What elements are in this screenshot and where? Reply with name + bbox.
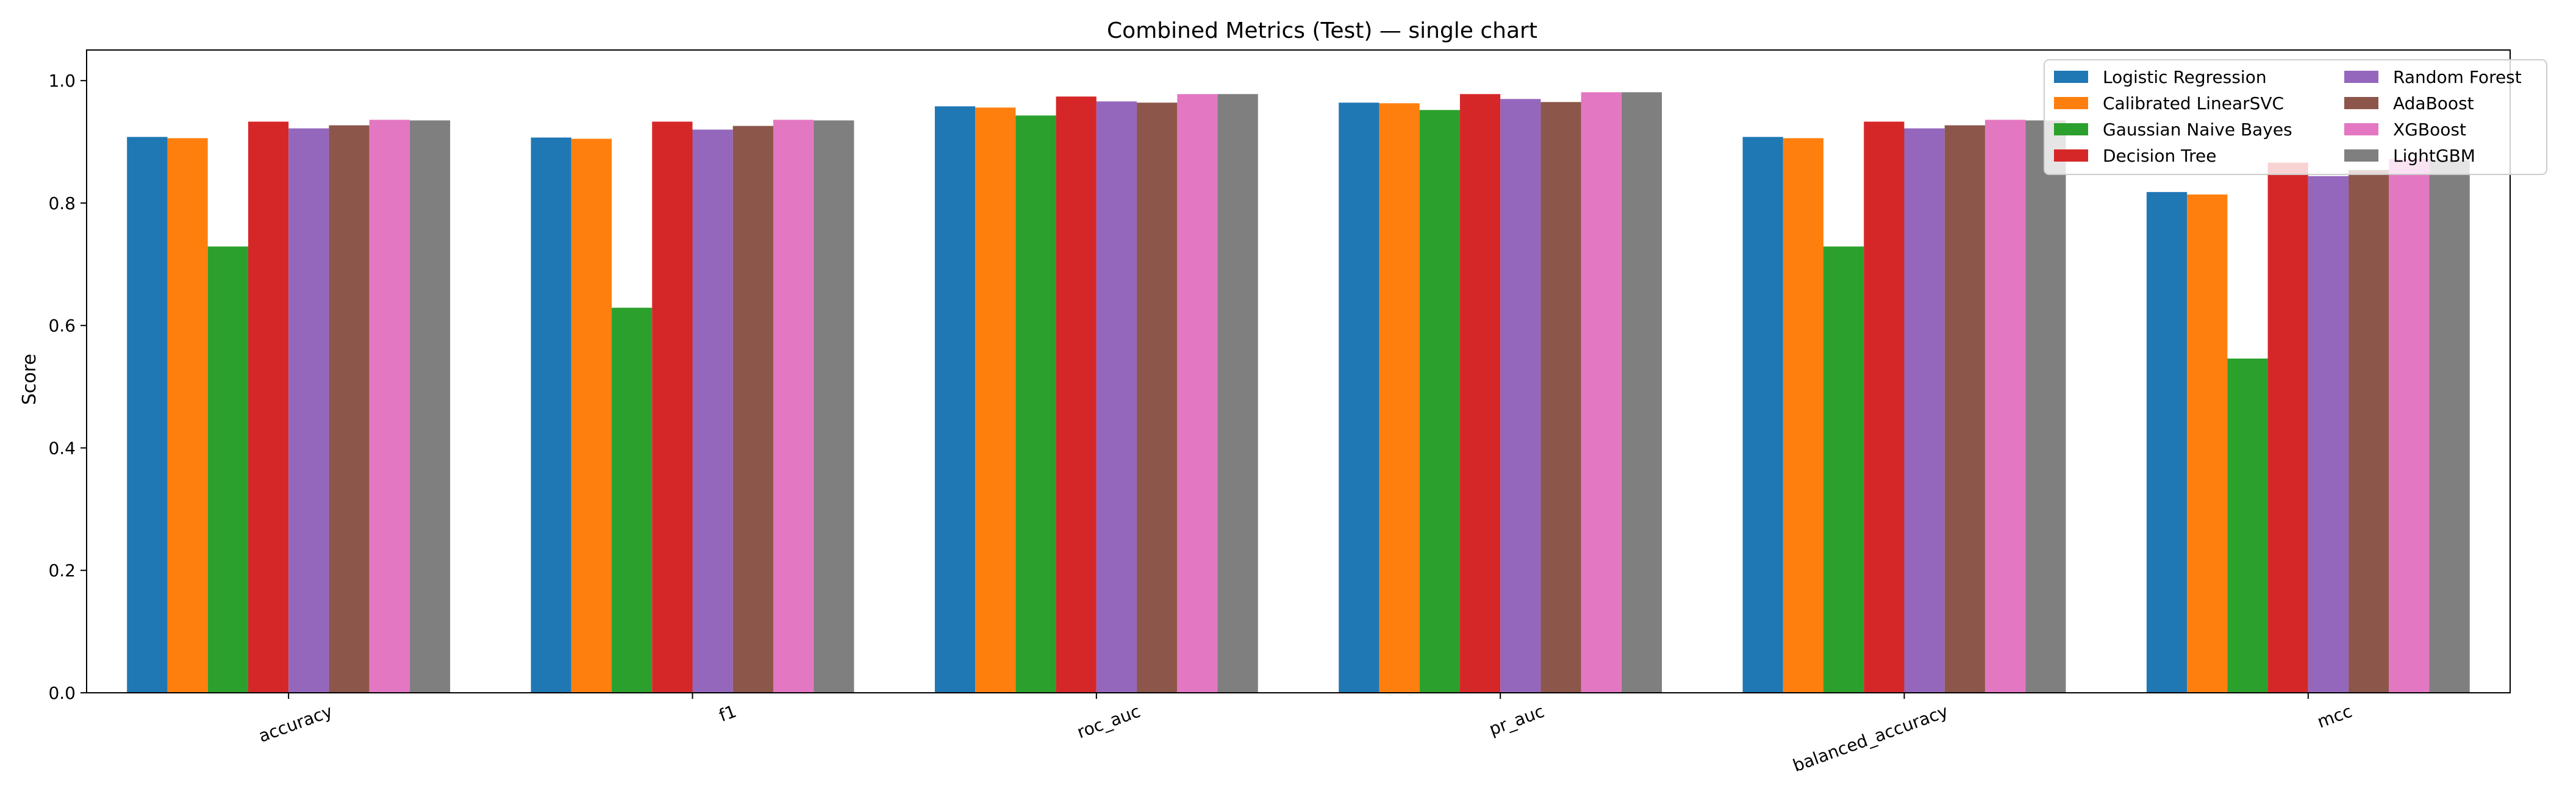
bar xyxy=(1904,128,1945,693)
legend-label: Calibrated LinearSVC xyxy=(2103,93,2284,113)
legend: Logistic Regression Calibrated LinearSVC G… xyxy=(2044,59,2547,175)
bar xyxy=(2389,159,2430,693)
bar xyxy=(1742,137,1783,693)
legend-swatch xyxy=(2344,71,2378,83)
bar xyxy=(934,106,976,693)
bar xyxy=(409,120,451,693)
bar xyxy=(1015,115,1056,693)
bar xyxy=(1459,94,1501,693)
bar xyxy=(571,138,612,693)
bar xyxy=(1540,102,1581,693)
bar xyxy=(329,125,370,693)
bar xyxy=(773,120,814,693)
bar xyxy=(1177,94,1218,693)
legend-frame xyxy=(2044,59,2547,175)
bar xyxy=(814,120,854,693)
y-tick-label: 0.4 xyxy=(48,438,76,458)
legend-swatch xyxy=(2344,123,2378,135)
legend-swatch xyxy=(2054,123,2088,135)
x-tick-label: balanced_accuracy xyxy=(1790,701,1950,776)
y-axis-title: Score xyxy=(19,354,40,405)
bar xyxy=(1864,121,1905,693)
legend-label: XGBoost xyxy=(2393,120,2466,140)
plot-frame xyxy=(86,49,2511,693)
legend-swatch xyxy=(2344,97,2378,109)
legend-swatch xyxy=(2054,149,2088,162)
bar xyxy=(652,121,693,693)
bar xyxy=(1217,94,1258,693)
bar xyxy=(127,137,168,693)
y-tick-label: 0.2 xyxy=(48,560,76,581)
bar xyxy=(1984,120,2026,693)
bar xyxy=(1419,110,1460,693)
x-tick-label: pr_auc xyxy=(1486,701,1547,740)
bar xyxy=(1379,103,1420,693)
bar xyxy=(369,120,410,693)
y-tick-label: 0.8 xyxy=(48,193,76,213)
legend-label: Gaussian Naive Bayes xyxy=(2103,120,2292,140)
bar xyxy=(2146,191,2188,693)
legend-swatch xyxy=(2344,149,2378,162)
bar xyxy=(692,129,733,693)
bar xyxy=(2227,358,2268,693)
bar xyxy=(1137,102,1178,693)
bar xyxy=(2187,194,2228,693)
bar xyxy=(975,107,1016,693)
legend-label: LightGBM xyxy=(2393,146,2475,166)
bar xyxy=(2025,120,2066,693)
bar xyxy=(248,121,289,693)
y-tick-label: 1.0 xyxy=(48,71,76,91)
bar xyxy=(1944,125,1985,693)
bar xyxy=(1056,96,1097,693)
bar xyxy=(531,137,571,693)
bar xyxy=(207,246,248,693)
y-tick-label: 0.0 xyxy=(48,683,76,703)
plot-area: 0.0 0.2 0.4 0.6 0.8 1.0 accuracy f1 roc_auc pr_au… xyxy=(48,49,2511,776)
bar xyxy=(1581,92,1622,693)
bar xyxy=(1823,246,1864,693)
x-tick-label: accuracy xyxy=(256,701,335,746)
chart-title: Combined Metrics (Test) — single chart xyxy=(1107,18,1537,43)
bar xyxy=(732,126,773,693)
bar xyxy=(167,138,208,693)
legend-swatch xyxy=(2054,97,2088,109)
bar xyxy=(2267,162,2308,693)
legend-label: Random Forest xyxy=(2393,67,2522,87)
legend-label: AdaBoost xyxy=(2393,93,2474,113)
bar xyxy=(1783,138,1824,693)
x-tick-label: mcc xyxy=(2314,701,2355,732)
y-tick-label: 0.6 xyxy=(48,316,76,336)
bar xyxy=(288,128,329,693)
x-tick-label: roc_auc xyxy=(1075,701,1143,743)
legend-label: Logistic Regression xyxy=(2103,67,2267,87)
bar xyxy=(2429,160,2470,693)
bar xyxy=(2349,170,2389,693)
legend-label: Decision Tree xyxy=(2103,146,2216,166)
bar xyxy=(1339,102,1379,693)
bar xyxy=(1621,92,1662,693)
bar xyxy=(612,307,653,693)
bar xyxy=(1096,101,1137,693)
x-tick-label: f1 xyxy=(717,701,739,726)
bar xyxy=(1500,99,1541,693)
legend-swatch xyxy=(2054,71,2088,83)
bar xyxy=(2308,176,2349,693)
